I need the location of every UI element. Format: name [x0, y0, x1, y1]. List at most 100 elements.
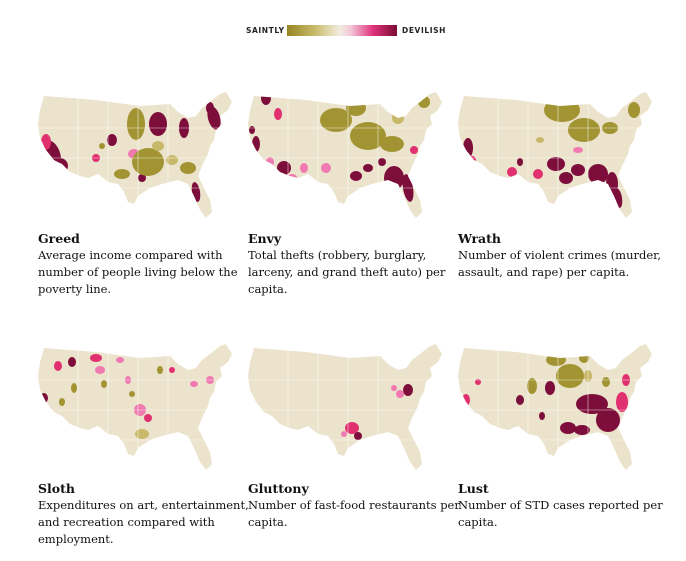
lust-region-saintly — [527, 378, 537, 394]
sloth-region-devilish-light — [116, 357, 124, 363]
gluttony-region-devilish-light — [396, 390, 404, 398]
wrath-region-devilish — [588, 164, 608, 184]
sloth-caption: Sloth Expenditures on art, entertainment,… — [38, 480, 252, 548]
wrath-title: Wrath — [458, 231, 502, 246]
sloth-region-devilish-mid — [144, 414, 152, 422]
wrath-land — [458, 92, 652, 218]
sin-panel-wrath: Wrath Number of violent crimes (murder, a… — [458, 0, 668, 561]
wrath-region-devilish — [559, 172, 573, 184]
envy-description: Total thefts (robbery, burglary, larceny… — [248, 248, 446, 296]
wrath-us-map — [458, 92, 652, 218]
gluttony-region-devilish — [354, 432, 362, 440]
wrath-region-saintly-light — [536, 137, 544, 143]
legend-saintly-label: SAINTLY — [246, 26, 285, 35]
lust-caption: Lust Number of STD cases reported per cap… — [458, 480, 672, 531]
lust-us-map — [458, 344, 652, 470]
envy-region-devilish-light — [300, 163, 308, 173]
gluttony-region-devilish — [403, 384, 413, 396]
envy-region-devilish-mid — [274, 108, 282, 120]
envy-region-saintly — [380, 136, 404, 152]
envy-region-devilish — [378, 158, 386, 166]
lust-region-devilish-mid — [616, 392, 628, 412]
envy-land — [248, 92, 442, 218]
greed-us-map — [38, 92, 232, 218]
lust-region-devilish — [574, 425, 590, 435]
sin-panel-envy: Envy Total thefts (robbery, burglary, lar… — [248, 0, 458, 561]
sloth-region-saintly — [129, 391, 135, 397]
wrath-description: Number of violent crimes (murder, assaul… — [458, 248, 662, 279]
sloth-region-saintly — [101, 380, 107, 388]
wrath-region-devilish-mid — [533, 169, 543, 179]
gluttony-us-map — [248, 344, 442, 470]
wrath-region-devilish — [517, 158, 523, 166]
gluttony-title: Gluttony — [248, 481, 309, 496]
greed-region-devilish — [138, 174, 146, 182]
lust-region-saintly — [546, 354, 566, 366]
greed-region-saintly — [132, 148, 164, 176]
greed-region-saintly — [99, 143, 105, 149]
lust-region-saintly — [602, 377, 610, 387]
envy-region-devilish — [363, 164, 373, 172]
sloth-title: Sloth — [38, 481, 75, 496]
gluttony-region-devilish-light — [391, 385, 397, 391]
sloth-us-map — [38, 344, 232, 470]
legend-devilish-label: DEVILISH — [402, 26, 446, 35]
sloth-region-devilish-light — [95, 366, 105, 374]
wrath-region-devilish-mid — [507, 167, 517, 177]
wrath-region-saintly — [628, 102, 640, 118]
sloth-description: Expenditures on art, entertainment, and … — [38, 498, 249, 546]
lust-description: Number of STD cases reported per capita. — [458, 498, 663, 529]
legend-color-scale — [287, 25, 397, 36]
sloth-region-devilish — [40, 393, 48, 403]
lust-region-saintly — [579, 353, 589, 363]
wrath-region-saintly — [568, 118, 600, 142]
sloth-region-devilish-mid — [169, 367, 175, 373]
greed-caption: Greed Average income compared with number… — [38, 230, 252, 298]
greed-region-devilish — [107, 134, 117, 146]
gluttony-region-devilish-light — [341, 431, 347, 437]
legend: SAINTLY DEVILISH — [0, 24, 686, 38]
lust-region-devilish — [516, 395, 524, 405]
lust-region-saintly — [556, 364, 584, 388]
greed-region-saintly — [127, 108, 145, 140]
greed-description: Average income compared with number of p… — [38, 248, 238, 296]
sloth-region-saintly — [59, 398, 65, 406]
wrath-caption: Wrath Number of violent crimes (murder, a… — [458, 230, 672, 281]
lust-region-devilish — [576, 394, 608, 414]
sin-panel-greed: Greed Average income compared with number… — [38, 0, 248, 561]
envy-region-devilish — [350, 171, 362, 181]
sin-panel-lust: Lust Number of STD cases reported per cap… — [458, 0, 668, 561]
envy-region-saintly — [320, 108, 352, 132]
envy-region-devilish-mid — [410, 146, 418, 154]
greed-title: Greed — [38, 231, 80, 246]
sloth-region-saintly-light — [135, 429, 149, 439]
lust-region-devilish — [592, 434, 604, 446]
gluttony-land — [248, 344, 442, 470]
envy-caption: Envy Total thefts (robbery, burglary, lar… — [248, 230, 462, 298]
greed-region-saintly — [114, 169, 130, 179]
gluttony-region-devilish-mid — [345, 422, 359, 434]
lust-title: Lust — [458, 481, 489, 496]
lust-region-devilish — [539, 412, 545, 420]
wrath-region-devilish-light — [573, 147, 583, 153]
sloth-region-devilish — [68, 357, 76, 367]
wrath-region-devilish — [547, 157, 565, 171]
greed-region-devilish — [206, 102, 214, 114]
sloth-region-saintly — [157, 366, 163, 374]
sloth-region-devilish-light — [190, 381, 198, 387]
sin-panel-sloth: Sloth Expenditures on art, entertainment,… — [38, 0, 249, 561]
greed-region-saintly — [180, 162, 196, 174]
greed-region-devilish — [149, 112, 167, 136]
greed-region-saintly-light — [166, 155, 178, 165]
lust-region-devilish-mid — [462, 394, 470, 406]
lust-region-devilish-mid — [475, 379, 481, 385]
envy-title: Envy — [248, 231, 282, 246]
sloth-region-saintly — [71, 383, 77, 393]
greed-region-saintly-light — [152, 141, 164, 151]
lust-region-devilish — [596, 408, 620, 432]
envy-region-saintly — [350, 122, 386, 150]
envy-region-devilish — [277, 161, 291, 175]
gluttony-caption: Gluttony Number of fast-food restaurants … — [248, 480, 462, 531]
envy-us-map — [248, 92, 442, 218]
lust-region-devilish — [560, 422, 576, 434]
